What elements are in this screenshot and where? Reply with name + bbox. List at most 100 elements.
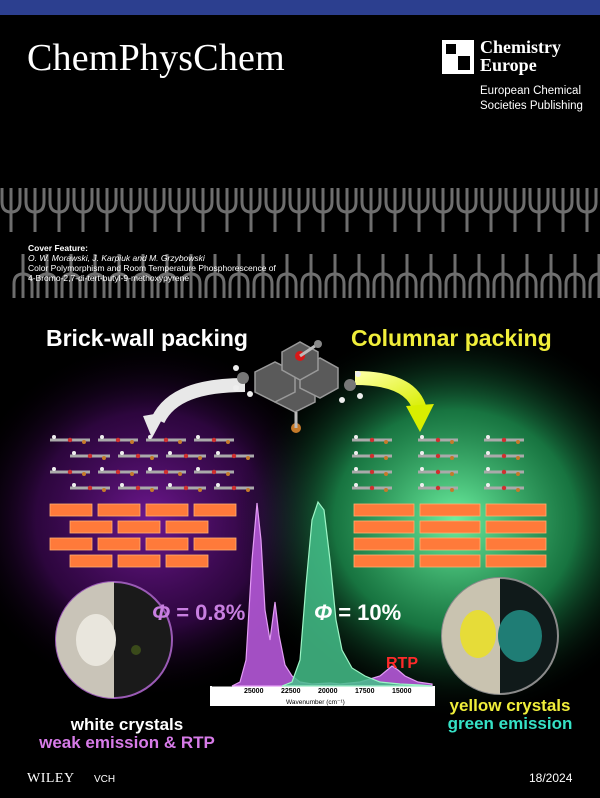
packed-molecule [194,467,234,476]
psi-motif [144,188,166,232]
psi-motif [384,188,406,232]
psi-motif [132,254,154,298]
right-arrow-head [406,404,434,432]
spectrum-x-axis-label: Wavenumber (cm⁻¹) [286,699,345,706]
packed-molecule [146,435,186,444]
brick [145,537,189,551]
brick [485,537,547,551]
psi-motif [552,188,574,232]
psi-motif [60,254,82,298]
journal-title: ChemPhysChem [27,37,285,79]
psi-motif [48,188,70,232]
psi-motif [456,188,478,232]
psi-motif [120,188,142,232]
packed-molecule [418,467,458,476]
packed-molecule [418,483,458,492]
cover-title-line2: 4-Bromo-2,7-di-tert-butyl-9-methoxypyren… [28,273,190,283]
psi-motif [72,188,94,232]
brick [419,503,481,517]
packed-molecule [484,483,524,492]
packed-molecule [484,467,524,476]
spectrum-tick-label: 17500 [355,688,375,695]
packed-molecule [418,435,458,444]
brick [353,537,415,551]
packed-molecule [118,451,158,460]
spectrum-tick-label: 22500 [281,688,301,695]
phi-right-symbol: Φ [314,600,333,625]
phi-left-label: Φ = 0.8% [152,600,245,626]
phi-left-value: = 0.8% [170,600,246,625]
packed-molecule [352,435,392,444]
brick [193,503,237,517]
psi-motif [192,188,214,232]
right-arrow [354,371,427,413]
psi-motif [252,254,274,298]
brick [97,537,141,551]
spectrum-tick-label: 25000 [244,688,264,695]
brick [145,503,189,517]
brick [117,554,161,568]
psi-motif [372,254,394,298]
left-caption-line2: weak emission & RTP [39,733,215,752]
brick [69,554,113,568]
brick [419,520,481,534]
psi-motif [468,254,490,298]
psi-motif [504,188,526,232]
issue-number: 18/2024 [529,771,573,785]
packed-molecule [70,483,110,492]
packed-molecule [352,467,392,476]
left-caption-line1: white crystals [70,715,184,734]
brick [353,503,415,517]
green-emission-curve [281,500,433,687]
wiley-logo: WILEY [27,771,75,786]
brick [353,554,415,568]
psi-motif [420,254,442,298]
psi-motif [240,188,262,232]
spectrum-tick-label: 20000 [318,688,338,695]
cover-feature-block: Cover Feature: O. W. Morawski, J. Karpiu… [28,243,276,283]
psi-motif [168,188,190,232]
publisher-sub-line1: European Chemical [480,85,582,97]
columnar-bricks [353,503,547,568]
psi-motif [84,254,106,298]
right-caption-line1: yellow crystals [449,696,571,715]
publisher-sub-line2: Societies Publishing [480,100,583,112]
psi-motif [0,188,22,232]
psi-motif [216,188,238,232]
psi-motif [264,188,286,232]
psi-motif [516,254,538,298]
cover-illustration [0,320,600,720]
brick [165,520,209,534]
rtp-label: RTP [386,655,418,672]
psi-motif [228,254,250,298]
packed-molecule [214,483,254,492]
psi-motif [108,254,130,298]
brick [165,554,209,568]
packed-molecule [484,435,524,444]
psi-motif [96,188,118,232]
packed-molecule [194,435,234,444]
packed-molecule [98,467,138,476]
brick [353,520,415,534]
psi-motif [156,254,178,298]
brick-wall-bricks [49,503,237,568]
psi-motif [360,188,382,232]
white-crystals-photo [55,581,173,699]
brick [485,503,547,517]
brick [193,537,237,551]
packed-molecule [146,467,186,476]
psi-motif [348,254,370,298]
cover-authors: O. W. Morawski, J. Karpiuk and M. Grzybo… [28,253,205,263]
psi-motif [36,254,58,298]
psi-motif [276,254,298,298]
phi-right-label: Φ = 10% [314,600,401,626]
packed-molecule [214,451,254,460]
psi-motif [336,188,358,232]
psi-motif [396,254,418,298]
psi-motif [300,254,322,298]
columnar-packing-model [352,435,524,492]
right-heading: Columnar packing [351,325,552,351]
psi-motif [12,254,34,298]
phi-left-symbol: Φ [152,600,171,625]
left-arrow-head [143,412,166,438]
